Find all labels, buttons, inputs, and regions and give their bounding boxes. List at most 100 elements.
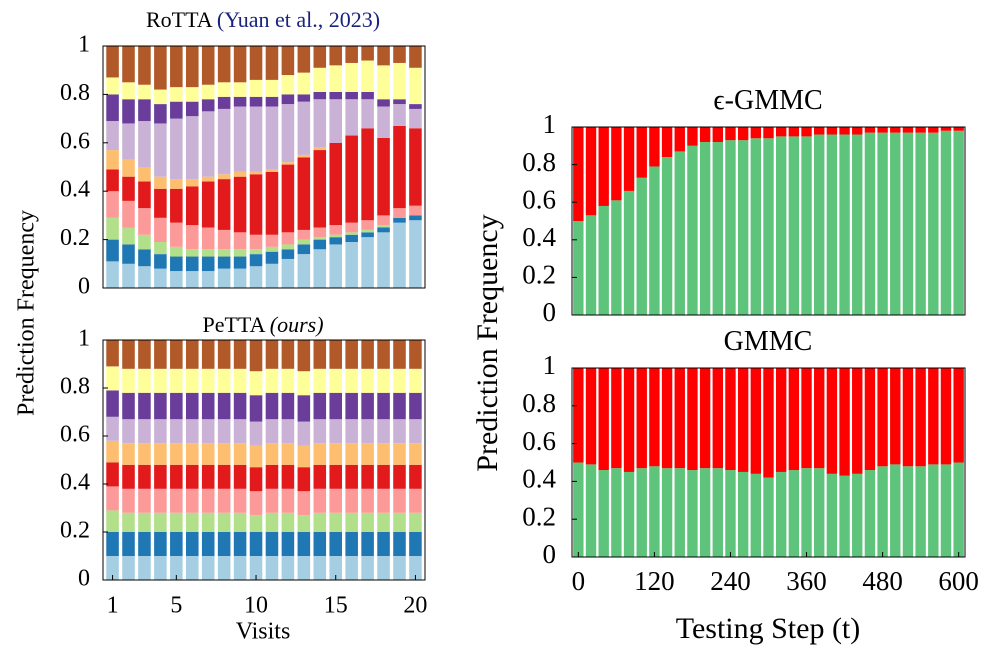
bar-segment <box>297 532 311 556</box>
bar-segment <box>201 464 215 489</box>
bar-segment <box>890 127 901 133</box>
bar-segment <box>170 46 183 88</box>
bar-segment <box>281 532 295 556</box>
bar-segment <box>122 263 135 288</box>
bar-segment <box>902 368 914 467</box>
bar-segment <box>122 464 135 489</box>
bar-segment <box>737 140 749 315</box>
x-tick-label: 0 <box>572 566 586 596</box>
bar-segment <box>393 104 406 126</box>
bar-segment <box>393 488 406 513</box>
bar-segment <box>297 491 311 516</box>
y-tick-label: 0.2 <box>522 260 556 290</box>
bar-segment <box>329 244 343 288</box>
bar-segment <box>201 46 215 85</box>
bar-segment <box>249 234 263 250</box>
bar-segment <box>940 127 952 131</box>
bar-segment <box>217 340 231 369</box>
bar-segment <box>138 249 151 267</box>
bar-segment <box>699 127 711 143</box>
bar-segment <box>297 229 311 240</box>
bar-segment <box>393 46 406 63</box>
bar-segment <box>345 91 358 100</box>
bar-segment <box>393 208 406 218</box>
bar-segment <box>122 159 135 177</box>
bar-segment <box>106 390 119 417</box>
bar-segment <box>170 368 183 393</box>
bar-segment <box>801 368 812 469</box>
bar-segment <box>623 471 635 557</box>
bar-segment <box>201 111 215 177</box>
bar-segment <box>122 82 135 100</box>
bar-segment <box>313 99 327 148</box>
bar-segment <box>154 488 167 513</box>
bar-segment <box>361 60 374 92</box>
bar-segment <box>313 443 327 465</box>
bar-segment <box>170 488 183 513</box>
bar-segment <box>725 140 736 315</box>
bar-segment <box>890 464 901 557</box>
bar-segment <box>170 179 183 189</box>
bar-segment <box>409 205 422 216</box>
bar-segment <box>138 121 151 167</box>
bar-segment <box>864 132 876 315</box>
bar-segment <box>201 488 215 513</box>
bar-segment <box>902 127 914 133</box>
bar-segment <box>138 84 151 100</box>
bar-segment <box>265 246 279 252</box>
bar-segment <box>265 234 279 247</box>
bar-segment <box>763 477 774 557</box>
bar-segment <box>233 106 247 172</box>
bar-segment <box>297 46 311 73</box>
bar-segment <box>788 470 800 557</box>
bar-segment <box>737 368 749 472</box>
bar-segment <box>138 208 151 235</box>
bar-segment <box>185 101 199 117</box>
bar-segment <box>185 46 199 88</box>
bar-segment <box>345 419 358 444</box>
y-tick-label: 0.6 <box>522 184 556 214</box>
bar-segment <box>122 176 135 201</box>
bar-segment <box>814 127 825 135</box>
bar-segment <box>763 127 774 139</box>
bar-segment <box>217 512 231 532</box>
bar-segment <box>852 127 863 135</box>
bar-segment <box>852 473 863 557</box>
bar-segment <box>249 371 263 396</box>
bar-segment <box>623 127 635 191</box>
bar-segment <box>106 440 119 463</box>
bar-segment <box>106 532 119 556</box>
bar-segment <box>154 46 167 90</box>
y-tick-label: 0.2 <box>60 225 90 251</box>
bar-segment <box>122 419 135 444</box>
bar-segment <box>249 249 263 255</box>
bar-segment <box>138 167 151 182</box>
bar-segment <box>249 491 263 516</box>
bar-segment <box>233 464 247 489</box>
bar-segment <box>281 249 295 259</box>
bar-segment <box>281 419 295 444</box>
y-tick-label: 1 <box>543 350 557 380</box>
bar-segment <box>233 176 247 233</box>
x-tick-label: 600 <box>938 566 979 596</box>
bar-segment <box>598 470 609 557</box>
bar-segment <box>611 127 622 201</box>
bar-segment <box>313 227 327 238</box>
bar-segment <box>249 46 263 80</box>
title-text: ϵ-GMMC <box>713 85 822 116</box>
bar-segment <box>297 239 311 245</box>
bar-segment <box>138 488 151 513</box>
bar-segment <box>297 515 311 532</box>
bar-segment <box>839 368 850 476</box>
bar-segment <box>265 512 279 532</box>
bar-segment <box>265 251 279 264</box>
bar-segment <box>249 421 263 446</box>
bar-segment <box>409 215 422 221</box>
bar-segment <box>725 127 736 141</box>
y-tick-label: 0.4 <box>60 177 90 203</box>
bar-segment <box>329 142 343 226</box>
bar-segment <box>217 174 231 180</box>
bar-segment <box>737 471 749 557</box>
bar-segment <box>329 225 343 235</box>
